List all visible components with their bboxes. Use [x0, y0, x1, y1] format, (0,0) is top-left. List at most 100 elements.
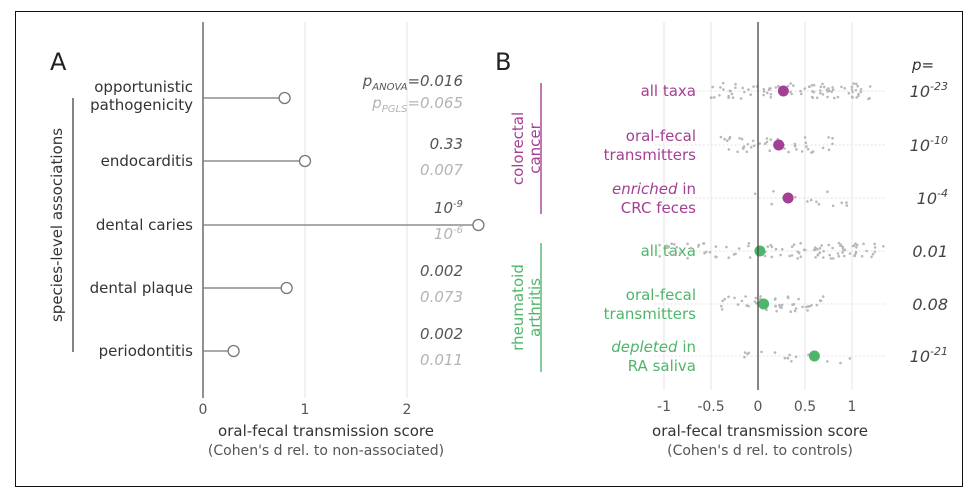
data-point — [833, 96, 836, 100]
data-point — [775, 309, 778, 313]
data-point — [765, 91, 769, 95]
data-point — [765, 308, 768, 312]
row-label: CRC feces — [621, 199, 696, 217]
data-point — [727, 295, 730, 299]
mean-marker — [808, 350, 820, 362]
data-point — [810, 84, 814, 87]
data-point — [801, 305, 804, 309]
data-point — [821, 295, 825, 298]
row-label: all taxa — [641, 242, 696, 260]
data-point — [873, 250, 877, 254]
data-point — [822, 85, 826, 89]
data-point — [665, 244, 669, 248]
category-label: opportunistic — [94, 78, 193, 96]
data-point — [860, 254, 864, 258]
data-point — [721, 81, 725, 85]
data-point — [741, 86, 744, 90]
data-point — [859, 88, 863, 91]
row-label-text: transmitters — [604, 305, 696, 323]
p-value: 10-23 — [910, 80, 948, 101]
p-value: 10-10 — [910, 134, 948, 155]
data-point — [730, 92, 734, 96]
data-point — [747, 88, 750, 91]
data-point — [793, 309, 797, 313]
p-value: 0.01 — [912, 242, 948, 261]
data-point — [822, 249, 825, 253]
data-point — [772, 190, 775, 193]
data-point — [713, 96, 716, 99]
row-label-text: in — [678, 338, 696, 356]
data-point — [826, 95, 829, 99]
p-exponent: -9 — [453, 199, 463, 210]
lollipop-head — [298, 154, 312, 168]
row-label-emph: depleted — [611, 338, 678, 356]
p-value: 10-21 — [910, 345, 948, 366]
lollipop-head — [227, 344, 240, 358]
data-point — [819, 89, 822, 92]
data-point — [783, 356, 787, 360]
p-exponent: -23 — [930, 80, 948, 93]
data-point — [789, 310, 792, 314]
data-point — [831, 142, 834, 146]
data-point — [797, 297, 800, 301]
data-point — [739, 97, 743, 100]
data-point — [765, 140, 769, 144]
data-point — [728, 135, 732, 139]
data-point — [769, 243, 773, 247]
data-point — [726, 139, 729, 142]
data-point — [813, 248, 817, 251]
data-point — [780, 303, 784, 307]
data-point — [837, 254, 841, 258]
data-point — [710, 96, 713, 99]
data-point — [747, 244, 750, 248]
row-label: all taxa — [641, 82, 696, 100]
data-point — [723, 137, 726, 141]
data-point — [738, 136, 741, 140]
data-point — [672, 253, 676, 256]
data-point — [871, 252, 875, 256]
data-point — [670, 242, 673, 245]
data-point — [800, 150, 804, 153]
p-base: 10 — [910, 347, 930, 366]
data-point — [779, 305, 782, 309]
row-label: enriched in — [612, 180, 696, 198]
data-point — [857, 94, 860, 98]
row-label: depleted in — [611, 338, 696, 356]
row-label-text: all taxa — [641, 242, 696, 260]
data-point — [790, 254, 794, 257]
data-point — [821, 93, 825, 96]
p-pgls-value: 0.007 — [420, 161, 463, 179]
data-point — [779, 253, 782, 257]
data-point — [780, 247, 784, 251]
data-point — [736, 150, 739, 154]
x-axis-sublabel-b: (Cohen's d rel. to controls) — [667, 443, 853, 459]
data-point — [787, 150, 790, 154]
data-point — [826, 190, 829, 193]
x-axis-sublabel-a: (Cohen's d rel. to non-associated) — [208, 443, 444, 459]
data-point — [827, 148, 831, 152]
group-label: rheumatoid — [509, 264, 527, 351]
data-point — [856, 84, 859, 88]
data-point — [819, 91, 822, 95]
mean-marker — [773, 139, 785, 151]
data-point — [740, 137, 744, 141]
data-point — [734, 82, 737, 86]
data-point — [792, 84, 795, 87]
mean-marker — [777, 85, 789, 97]
x-tick-label-b: 0.5 — [794, 399, 816, 415]
data-point — [727, 148, 731, 151]
data-point — [803, 248, 806, 252]
data-point — [792, 243, 796, 246]
data-point — [848, 252, 852, 255]
row-label-text: transmitters — [604, 146, 696, 164]
data-point — [850, 95, 854, 99]
x-tick-label-b: -0.5 — [697, 399, 724, 415]
data-point — [850, 88, 854, 91]
data-point — [842, 254, 846, 258]
x-tick-label-b: -1 — [657, 399, 671, 415]
data-point — [837, 241, 841, 245]
row-label: transmitters — [604, 146, 696, 164]
data-point — [783, 147, 786, 150]
